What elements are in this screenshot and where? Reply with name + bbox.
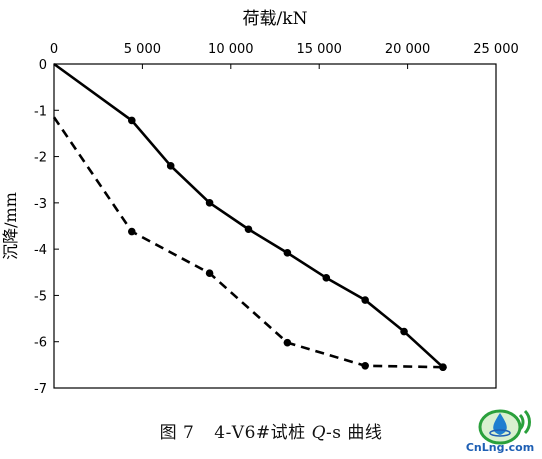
series-2-point [283, 338, 292, 347]
series-1-point [283, 249, 292, 257]
series-2-point [127, 227, 136, 236]
plot-area-frame [53, 63, 497, 389]
y-axis-ticks: 0 -1 -2 -3 -4 -5 -6 -7 [34, 58, 59, 397]
y-tick-label: -7 [34, 382, 47, 397]
series-1-solid-line [53, 62, 444, 369]
figure-number: 图 7 [159, 423, 195, 443]
series-1-point [244, 225, 253, 234]
logo-icon [478, 409, 531, 445]
series-1-point [361, 296, 369, 304]
x-tick-label: 0 [50, 42, 58, 57]
y-tick-label: -1 [34, 104, 47, 119]
series-1-point [127, 116, 136, 125]
y-tick-label: -6 [34, 336, 47, 351]
series-1-point [400, 327, 408, 336]
site-logo: CnLng.com [462, 405, 538, 457]
y-axis-label: 沉降/mm [1, 192, 20, 260]
y-tick-label: -4 [34, 243, 47, 258]
series-1-point [166, 162, 175, 170]
logo-text: CnLng.com [465, 441, 535, 454]
series-2-dashed-line [52, 116, 443, 369]
x-tick-label: 25 000 [473, 42, 519, 57]
series-layer [52, 62, 447, 371]
y-tick-label: -3 [34, 197, 47, 212]
x-tick-label: 10 000 [208, 42, 254, 57]
caption-text-after: -s 曲线 [326, 423, 383, 443]
x-tick-label: 20 000 [385, 42, 431, 57]
caption-text-before: 4-V6#试桩 [214, 423, 312, 443]
series-2-point [439, 363, 447, 371]
y-tick-label: -5 [34, 289, 47, 304]
x-tick-label: 5 000 [124, 42, 161, 57]
series-2-point [361, 361, 369, 370]
x-axis-label: 荷载/kN [243, 9, 308, 29]
x-tick-label: 15 000 [296, 42, 342, 57]
series-1-point [205, 199, 214, 207]
series-1-point [322, 274, 331, 282]
chart: 0 5 000 10 000 15 000 20 000 25 000 0 -1 -2 -3 -4… [1, 9, 519, 397]
y-tick-label: -2 [34, 151, 47, 166]
y-tick-label: 0 [39, 58, 47, 73]
caption-q-symbol: Q [311, 423, 326, 443]
figure-caption: 图 7 4-V6#试桩 Q-s 曲线 [0, 418, 542, 443]
x-axis-ticks: 0 5 000 10 000 15 000 20 000 25 000 [50, 42, 519, 69]
series-2-point [205, 269, 214, 278]
